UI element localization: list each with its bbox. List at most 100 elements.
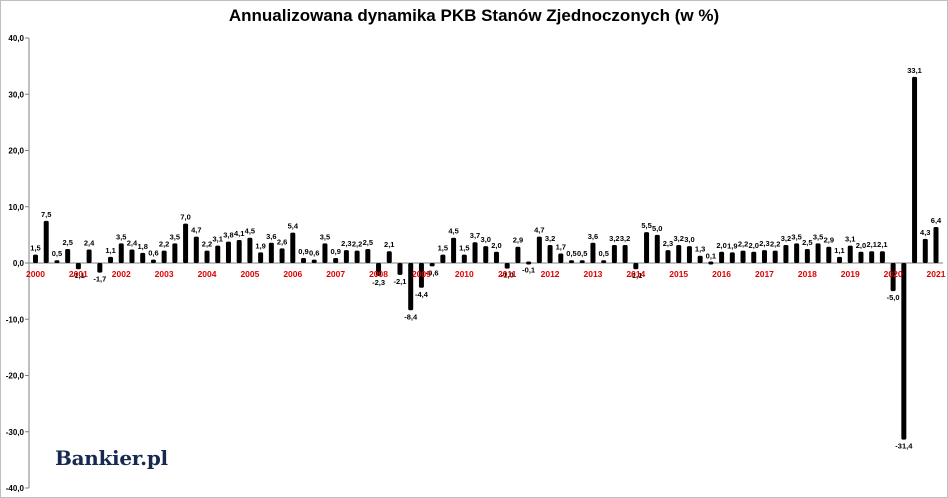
data-label: 3,1 (845, 235, 855, 244)
bar (804, 248, 810, 263)
data-label: 3,5 (320, 232, 330, 241)
data-label: 2,0 (491, 241, 501, 250)
bar (547, 245, 553, 263)
bar (215, 245, 221, 263)
data-label: 3,5 (813, 232, 823, 241)
bar (858, 251, 864, 263)
year-label: 2014 (626, 269, 645, 279)
data-label: 2,3 (759, 239, 769, 248)
bar (204, 250, 210, 263)
bar (611, 245, 617, 263)
bar (429, 263, 435, 267)
y-tick-label: -30,0 (6, 428, 25, 437)
data-label: 1,8 (137, 242, 147, 251)
data-label: 0,9 (298, 247, 308, 256)
data-label: 0,5 (577, 249, 587, 258)
data-label: 2,6 (277, 237, 287, 246)
data-label: 3,5 (791, 232, 801, 241)
data-label: -0,1 (522, 266, 535, 275)
data-label: 2,2 (202, 240, 212, 249)
data-label: -0,6 (426, 268, 439, 277)
bar (740, 250, 746, 263)
data-label: 1,1 (834, 246, 844, 255)
data-label: -31,4 (895, 442, 913, 451)
bar (193, 236, 199, 263)
data-label: 4,5 (448, 227, 458, 236)
y-tick-label: 10,0 (8, 203, 24, 212)
bar (729, 252, 735, 263)
year-label: 2004 (198, 269, 217, 279)
bar (536, 236, 542, 263)
chart-title: Annualizowana dynamika PKB Stanów Zjedno… (228, 6, 720, 25)
bar (569, 260, 575, 263)
data-label: 3,2 (781, 234, 791, 243)
data-label: 2,2 (159, 240, 169, 249)
data-label: 3,0 (481, 235, 491, 244)
bar (719, 251, 725, 263)
data-label: 2,2 (770, 240, 780, 249)
data-label: 2,0 (749, 241, 759, 250)
data-label: 2,2 (738, 240, 748, 249)
data-label: 3,6 (266, 232, 276, 241)
data-label: -1,0 (501, 271, 514, 280)
bar (483, 246, 489, 263)
year-label: 2002 (112, 269, 131, 279)
year-label: 2018 (798, 269, 817, 279)
data-label: -1,1 (72, 271, 85, 280)
bar (933, 227, 939, 263)
y-tick-label: 30,0 (8, 90, 24, 99)
year-label: 2009 (412, 269, 431, 279)
data-label: 2,9 (513, 236, 523, 245)
data-label: 2,3 (341, 239, 351, 248)
data-label: 1,5 (30, 244, 40, 253)
bar (912, 76, 918, 263)
data-label: 2,5 (363, 238, 373, 247)
year-label: 2017 (755, 269, 774, 279)
data-label: 1,5 (438, 244, 448, 253)
data-label: -4,4 (415, 290, 429, 299)
data-label: 5,5 (641, 221, 651, 230)
bar (665, 250, 671, 263)
bar (579, 260, 585, 263)
bar (869, 251, 875, 263)
bar (322, 243, 328, 263)
bar (225, 241, 231, 263)
data-label: 4,1 (234, 229, 244, 238)
data-label: 3,2 (673, 234, 683, 243)
data-label: 3,2 (545, 234, 555, 243)
bar (493, 251, 499, 263)
bar (386, 251, 392, 263)
bar (343, 250, 349, 263)
data-label: 3,8 (223, 231, 233, 240)
data-label: 3,1 (213, 235, 223, 244)
data-label: 2,9 (824, 236, 834, 245)
data-label: 3,0 (684, 235, 694, 244)
bar (397, 263, 403, 275)
data-label: 3,2 (620, 234, 630, 243)
data-label: 2,5 (802, 238, 812, 247)
bar (697, 255, 703, 263)
year-label: 2001 (69, 269, 88, 279)
data-label: 1,9 (255, 241, 265, 250)
data-label: -2,1 (394, 277, 407, 286)
bar (268, 242, 274, 263)
bar (258, 252, 264, 263)
data-label: 3,7 (470, 231, 480, 240)
data-label: 4,5 (245, 227, 255, 236)
bar (108, 256, 114, 263)
data-label: -8,4 (404, 312, 418, 321)
data-label: -1,1 (629, 271, 642, 280)
data-label: 0,1 (706, 251, 716, 260)
bar (515, 246, 521, 263)
data-label: 1,3 (695, 245, 705, 254)
data-label: 2,2 (352, 240, 362, 249)
data-label: 1,1 (105, 246, 115, 255)
bar (783, 245, 789, 263)
bar (365, 248, 371, 263)
data-label: 2,3 (663, 239, 673, 248)
bar (601, 260, 607, 263)
data-label: 7,0 (180, 213, 190, 222)
data-label: 5,4 (288, 222, 299, 231)
data-label: 1,5 (459, 244, 469, 253)
